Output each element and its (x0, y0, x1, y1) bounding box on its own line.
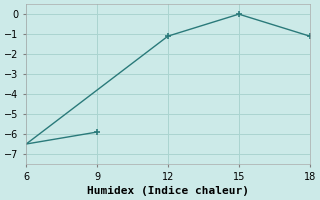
X-axis label: Humidex (Indice chaleur): Humidex (Indice chaleur) (87, 186, 249, 196)
